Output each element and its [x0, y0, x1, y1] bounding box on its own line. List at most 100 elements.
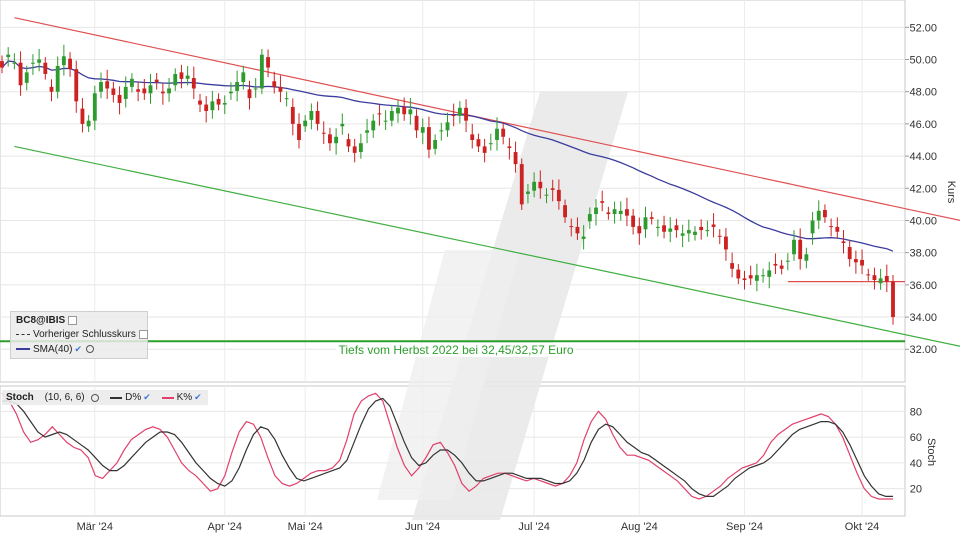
gear-icon[interactable]: [86, 345, 94, 354]
candle-body: [748, 275, 753, 279]
candle-body: [303, 120, 308, 127]
candle-body: [402, 106, 407, 115]
candle-body: [346, 139, 351, 147]
candle-body: [717, 235, 722, 237]
check-icon[interactable]: ✔: [74, 344, 82, 354]
check-icon[interactable]: ✔: [143, 392, 151, 402]
candle-body: [154, 79, 159, 83]
candle-body: [835, 226, 840, 232]
legend-prev-close-row: Vorheriger Schlusskurs: [16, 328, 148, 341]
candle-body: [451, 115, 456, 117]
stoch-name: Stoch: [6, 392, 34, 403]
candle-body: [297, 123, 301, 140]
candle-body: [12, 62, 17, 64]
candle-body: [365, 130, 369, 133]
stoch-axis-label: Stoch: [925, 438, 937, 466]
candle-body: [513, 152, 518, 165]
x-tick-label: Mai '24: [288, 521, 323, 533]
candle-body: [742, 278, 747, 281]
prev-close-checkbox[interactable]: [138, 329, 148, 339]
candle-body: [259, 54, 264, 89]
candle-body: [321, 132, 326, 134]
candle-body: [655, 226, 660, 228]
candle-body: [167, 88, 171, 94]
price-tick-label: 42.00: [909, 183, 937, 195]
x-tick-label: Apr '24: [207, 521, 242, 533]
candle-body: [290, 106, 295, 124]
candle-body: [637, 226, 642, 234]
candle-body: [198, 100, 202, 105]
candle-body: [538, 181, 543, 189]
x-tick-label: Mär '24: [77, 521, 113, 533]
candle-body: [389, 111, 394, 121]
candle-body: [191, 78, 196, 89]
candle-body: [55, 65, 60, 92]
candle-body: [61, 56, 66, 66]
candle-body: [117, 94, 122, 103]
candle-body: [334, 136, 339, 144]
stoch-tick-label: 20: [910, 484, 922, 496]
candle-body: [173, 73, 178, 86]
candle-body: [142, 88, 147, 94]
legend-sma: SMA(40): [33, 344, 73, 355]
candle-body: [773, 263, 778, 266]
stoch-tick-label: 40: [910, 458, 922, 470]
candle-body: [377, 113, 382, 115]
k-line-icon: [161, 396, 174, 399]
candle-body: [464, 107, 468, 121]
price-tick-label: 34.00: [909, 312, 937, 324]
candle-body: [501, 128, 506, 137]
price-tick-label: 48.00: [909, 87, 937, 99]
candle-body: [618, 210, 623, 215]
candle-body: [810, 220, 815, 234]
candle-body: [785, 260, 790, 262]
price-tick-label: 32.00: [909, 344, 937, 356]
price-legend: BC8@IBIS Vorheriger Schlusskurs SMA(40) ✔: [10, 311, 148, 359]
candle-body: [49, 86, 54, 92]
candle-body: [130, 78, 134, 87]
gear-icon[interactable]: [91, 393, 100, 402]
candle-body: [792, 239, 796, 255]
candle-body: [600, 201, 605, 203]
candlesticks: [0, 44, 895, 325]
candle-body: [68, 58, 72, 70]
candle-body: [767, 270, 772, 277]
candle-body: [216, 98, 221, 105]
candle-body: [74, 69, 79, 102]
candle-body: [631, 215, 636, 227]
visibility-checkbox[interactable]: [68, 315, 78, 325]
candle-body: [625, 209, 629, 216]
candle-body: [705, 230, 710, 232]
candle-body: [179, 72, 184, 79]
candle-body: [266, 57, 270, 68]
candle-body: [278, 86, 283, 92]
candle-body: [18, 62, 23, 86]
x-tick-label: Jul '24: [518, 521, 549, 533]
sma-line-icon: [16, 348, 30, 351]
candle-body: [804, 254, 809, 261]
legend-symbol: BC8@IBIS: [16, 315, 66, 326]
support-line: [14, 145, 960, 347]
candle-body: [43, 62, 48, 74]
stoch-legend: Stoch (10, 6, 6) D% ✔ K% ✔: [2, 390, 208, 405]
candle-body: [247, 89, 252, 99]
price-tick-label: 44.00: [909, 151, 937, 163]
stoch-tick-label: 80: [910, 406, 922, 418]
candle-body: [358, 143, 363, 153]
candle-body: [556, 189, 561, 202]
candle-body: [761, 275, 765, 277]
x-tick-label: Sep '24: [726, 521, 763, 533]
candle-body: [24, 72, 29, 83]
stoch-lines: [1, 392, 893, 500]
candle-body: [470, 134, 475, 140]
candle-body: [860, 259, 864, 266]
price-y-ticks: 52.00 50.00 48.00 46.00 44.00 42.00 40.00 38.00…: [905, 22, 937, 356]
trendlines: [0, 17, 960, 347]
candle-body: [798, 239, 803, 260]
check-icon[interactable]: ✔: [194, 392, 202, 402]
candle-body: [37, 59, 42, 63]
candle-body: [284, 98, 289, 100]
candle-body: [488, 143, 493, 145]
candle-body: [662, 225, 666, 232]
candle-body: [123, 86, 128, 99]
